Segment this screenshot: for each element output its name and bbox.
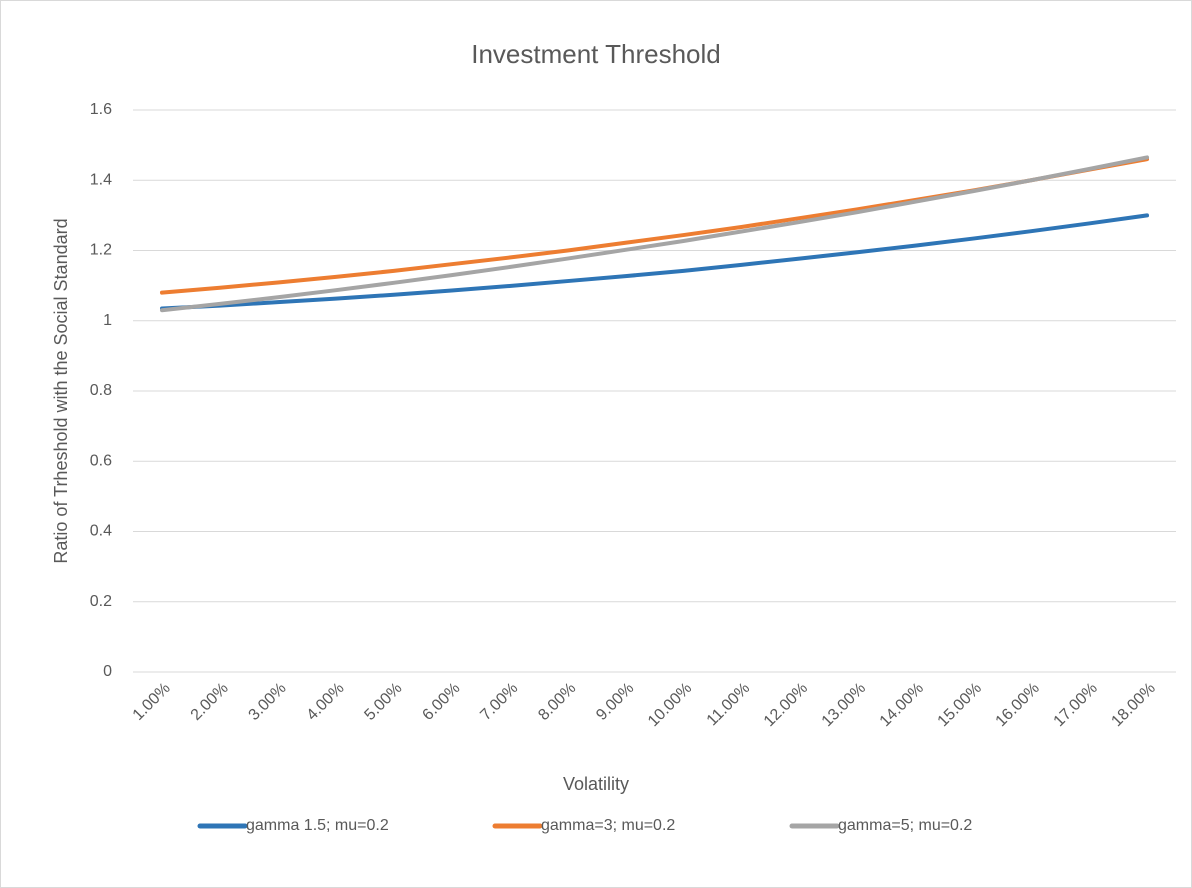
y-tick-label: 1 (103, 312, 112, 329)
legend-label: gamma=3; mu=0.2 (541, 817, 675, 834)
y-tick-label: 1.2 (90, 242, 112, 259)
y-tick-label: 0.8 (90, 382, 112, 399)
y-axis-label: Ratio of Trheshold with the Social Stand… (51, 218, 71, 563)
legend-label: gamma=5; mu=0.2 (838, 817, 972, 834)
legend-label: gamma 1.5; mu=0.2 (246, 817, 389, 834)
chart-title: Investment Threshold (471, 39, 721, 69)
series-line (159, 213, 1150, 311)
y-tick-label: 0 (103, 663, 112, 680)
y-tick-label: 0.4 (90, 523, 112, 540)
y-tick-label: 0.6 (90, 452, 112, 469)
x-axis-label: Volatility (563, 774, 629, 794)
y-tick-label: 1.6 (90, 101, 112, 118)
y-tick-label: 1.4 (90, 171, 112, 188)
series-line (159, 155, 1150, 313)
y-tick-label: 0.2 (90, 593, 112, 610)
